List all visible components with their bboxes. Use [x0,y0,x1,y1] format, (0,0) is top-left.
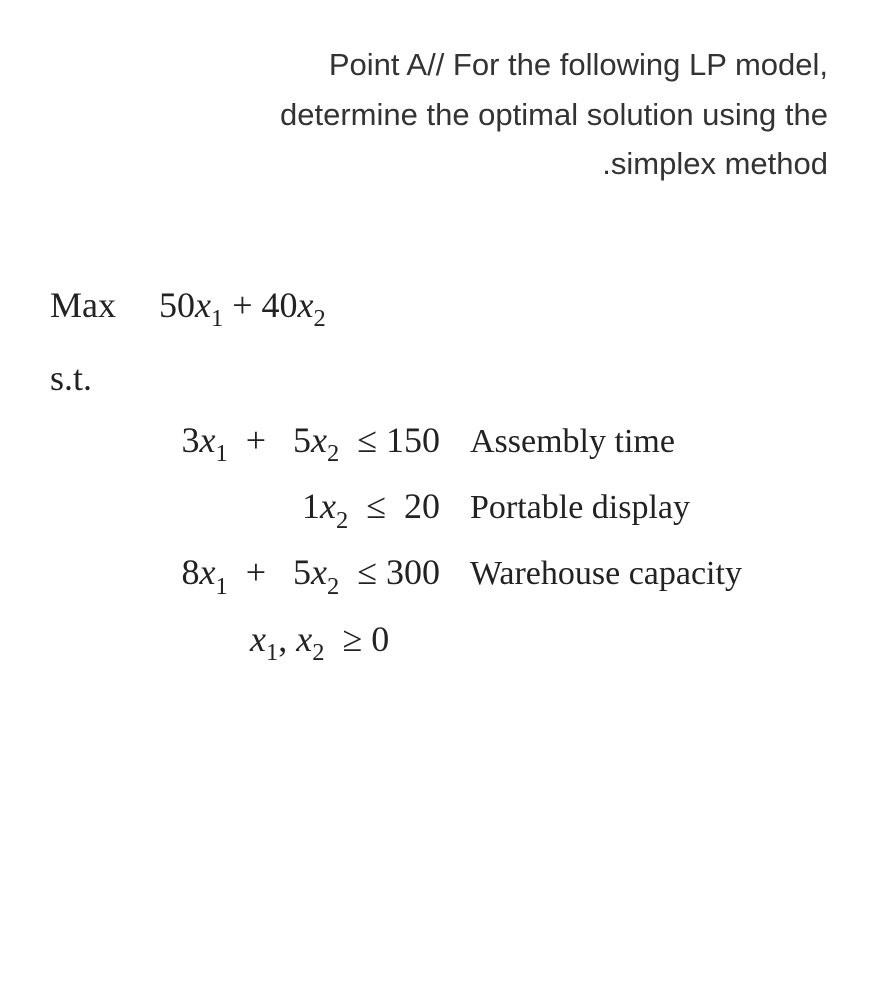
objective-expression: 50x1 + 40x2 [159,285,326,325]
constraint-expression: 1x2 ≤ 20 [180,485,440,533]
constraint-assembly-time: 3x1 + 5x2 ≤ 150 Assembly time [180,419,838,467]
objective-function: Max 50x1 + 40x2 [50,284,838,332]
constraints-block: 3x1 + 5x2 ≤ 150 Assembly time 1x2 ≤ 20 P… [50,419,838,666]
constraint-expression: 3x1 + 5x2 ≤ 150 [180,419,440,467]
nonneg-expression: x1, x2 ≥ 0 [250,618,389,666]
question-prompt: Point A// For the following LP model, de… [50,40,838,189]
lp-model: Max 50x1 + 40x2 s.t. 3x1 + 5x2 ≤ 150 Ass… [50,284,838,666]
subject-to-label: s.t. [50,357,838,399]
nonnegativity-constraint: x1, x2 ≥ 0 [180,618,838,666]
constraint-warehouse-capacity: 8x1 + 5x2 ≤ 300 Warehouse capacity [180,551,838,599]
question-line-2: determine the optimal solution using the [280,97,828,132]
constraint-portable-display: 1x2 ≤ 20 Portable display [180,485,838,533]
constraint-expression: 8x1 + 5x2 ≤ 300 [180,551,440,599]
constraint-label: Portable display [470,489,690,527]
constraint-label: Assembly time [470,423,675,461]
constraint-label: Warehouse capacity [470,555,742,593]
question-line-1: Point A// For the following LP model, [329,47,828,82]
objective-label: Max [50,284,150,326]
question-line-3: .simplex method [602,146,828,181]
